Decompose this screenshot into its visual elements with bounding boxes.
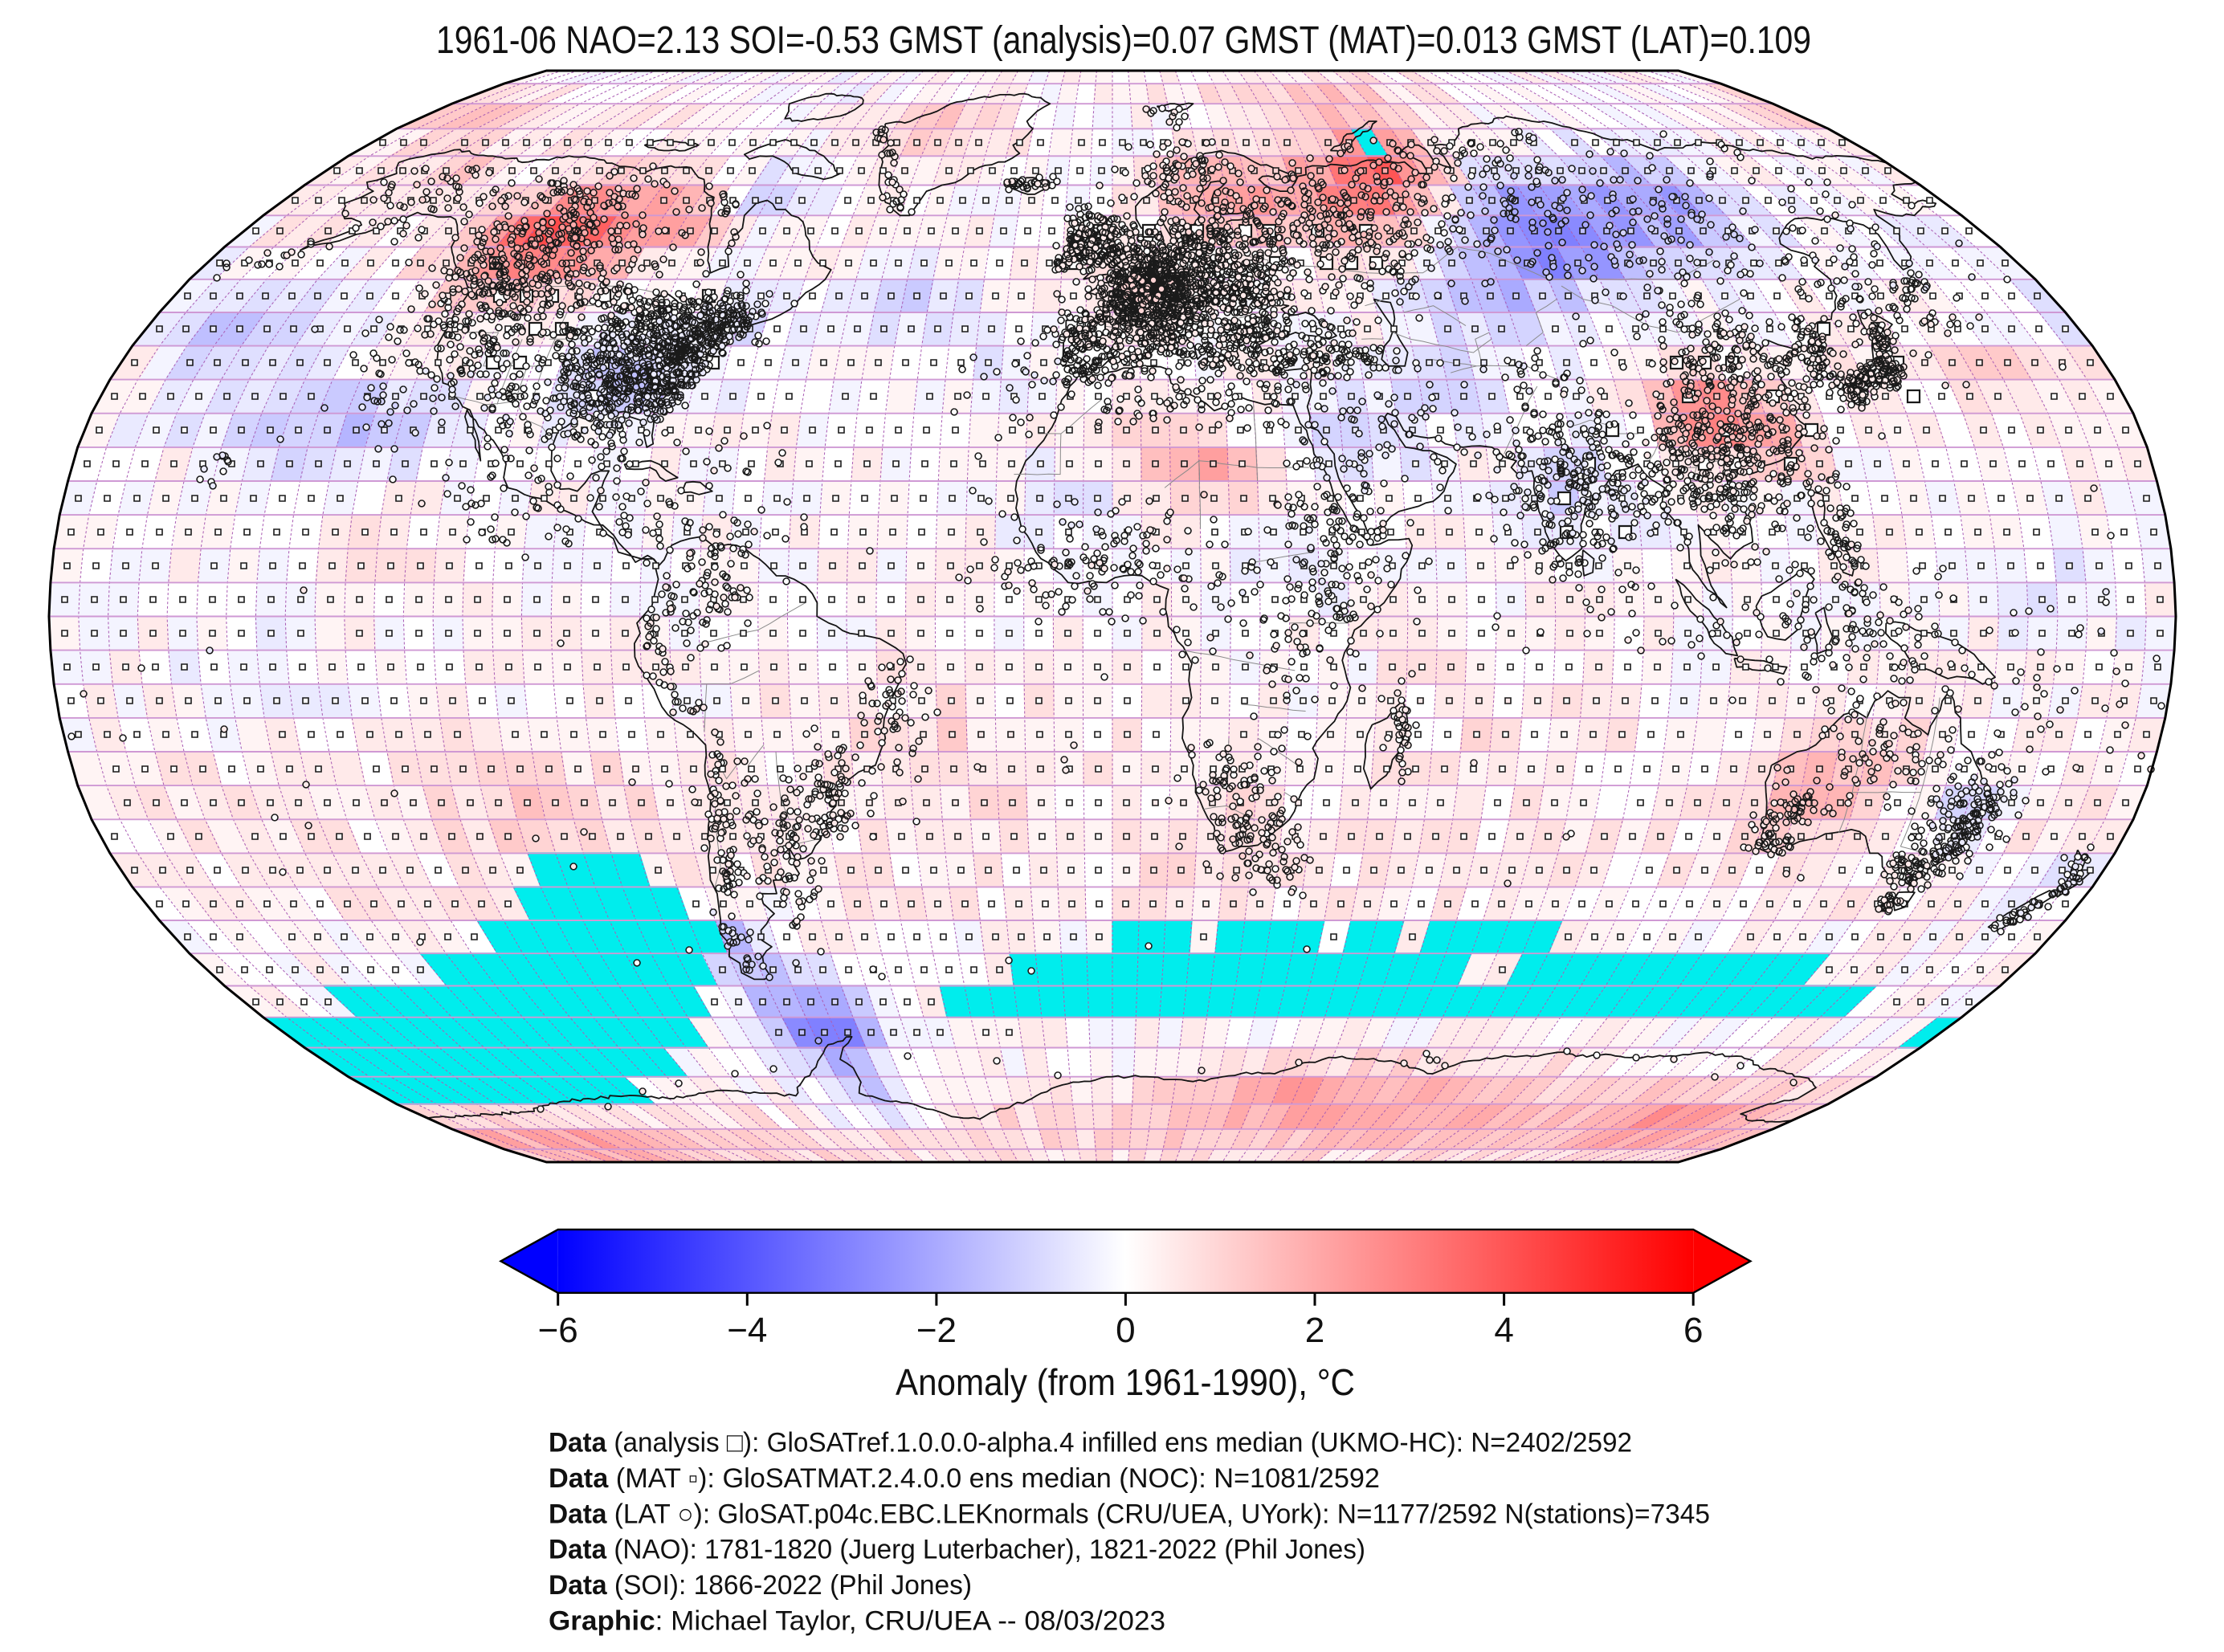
svg-text:6: 6	[1683, 1311, 1703, 1350]
svg-text:−4: −4	[727, 1311, 767, 1350]
svg-text:Anomaly (from 1961-1990), °C: Anomaly (from 1961-1990), °C	[896, 1361, 1355, 1403]
svg-text:−6: −6	[538, 1311, 578, 1350]
svg-text:4: 4	[1494, 1311, 1513, 1350]
svg-text:Data (NAO): 1781-1820 (Juerg L: Data (NAO): 1781-1820 (Juerg Luterbacher…	[549, 1535, 1365, 1565]
svg-text:Graphic: Michael Taylor, CRU/U: Graphic: Michael Taylor, CRU/UEA -- 08/0…	[549, 1606, 1165, 1637]
svg-text:Data (LAT ○): GloSAT.p04c.EBC.: Data (LAT ○): GloSAT.p04c.EBC.LEKnormals…	[549, 1499, 1710, 1529]
svg-text:Data (analysis □): GloSATref.1: Data (analysis □): GloSATref.1.0.0.0-alp…	[549, 1428, 1632, 1458]
svg-text:1961-06 NAO=2.13 SOI=-0.53 GMS: 1961-06 NAO=2.13 SOI=-0.53 GMST (analysi…	[436, 19, 1811, 62]
svg-text:Data (MAT ▫): GloSATMAT.2.4.0.: Data (MAT ▫): GloSATMAT.2.4.0.0 ens medi…	[549, 1463, 1380, 1494]
svg-text:Data (SOI): 1866-2022 (Phil Jo: Data (SOI): 1866-2022 (Phil Jones)	[549, 1570, 972, 1601]
svg-text:2: 2	[1305, 1311, 1324, 1350]
svg-text:−2: −2	[916, 1311, 957, 1350]
svg-text:0: 0	[1116, 1311, 1135, 1350]
